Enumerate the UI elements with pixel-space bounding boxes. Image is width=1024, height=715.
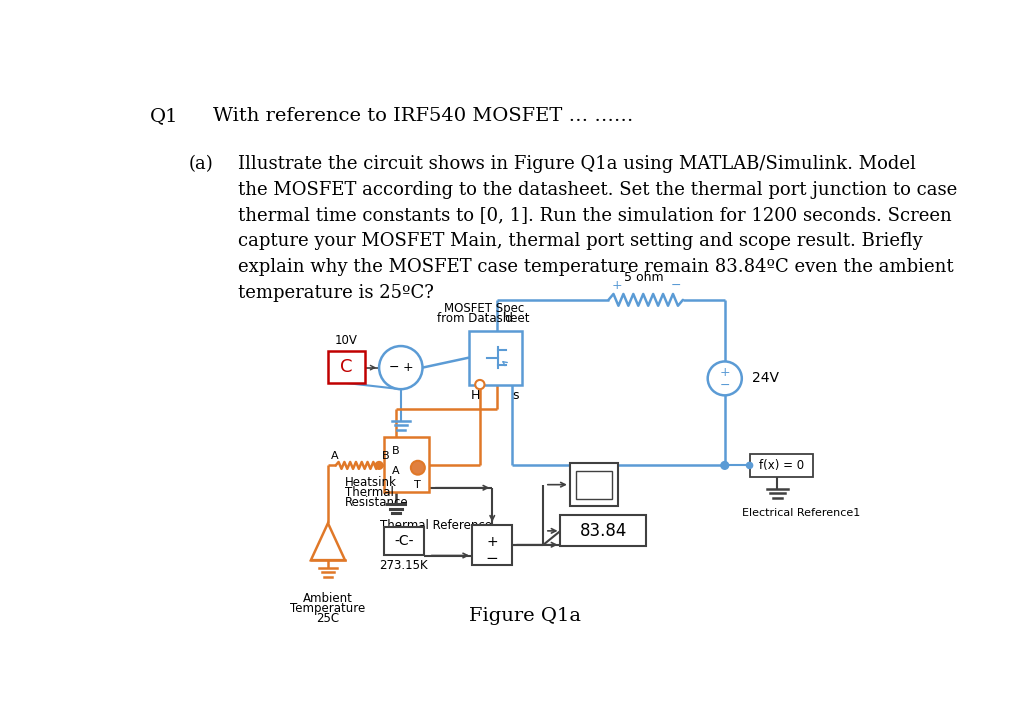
Text: (a): (a) — [188, 155, 213, 173]
Text: from Datasheet: from Datasheet — [437, 312, 530, 325]
Text: With reference to IRF540 MOSFET … ……: With reference to IRF540 MOSFET … …… — [213, 107, 634, 125]
Bar — [328, 350, 366, 383]
Text: A: A — [331, 450, 339, 460]
Text: +: + — [720, 366, 730, 379]
Polygon shape — [311, 523, 345, 560]
Text: +: + — [486, 536, 498, 550]
Text: f(x) = 0: f(x) = 0 — [759, 459, 804, 472]
Text: 10V: 10V — [335, 334, 358, 347]
Text: 273.15K: 273.15K — [380, 558, 428, 571]
Text: B: B — [392, 446, 400, 456]
Bar — [750, 454, 813, 477]
Text: 24V: 24V — [752, 371, 779, 385]
Bar — [384, 437, 429, 493]
Bar — [384, 527, 424, 555]
Text: Figure Q1a: Figure Q1a — [469, 607, 581, 625]
Text: Electrical Reference1: Electrical Reference1 — [741, 508, 860, 518]
Text: Q1: Q1 — [150, 107, 178, 125]
Circle shape — [708, 362, 741, 395]
Text: Resistance: Resistance — [345, 496, 409, 509]
Text: 5 ohm: 5 ohm — [624, 272, 664, 285]
Text: Illustrate the circuit shows in Figure Q1a using MATLAB/Simulink. Model
the MOSF: Illustrate the circuit shows in Figure Q… — [238, 155, 957, 302]
Circle shape — [746, 463, 753, 468]
Text: C: C — [340, 358, 353, 376]
Text: A: A — [392, 466, 400, 476]
Text: −: − — [671, 279, 681, 292]
Text: -C-: -C- — [394, 534, 414, 548]
Text: −: − — [485, 551, 499, 566]
Text: 25C: 25C — [316, 613, 340, 626]
Text: −: − — [720, 379, 730, 392]
Text: Temperature: Temperature — [291, 603, 366, 616]
Text: Thermal: Thermal — [345, 486, 394, 499]
Bar — [472, 525, 512, 565]
Text: Thermal Reference: Thermal Reference — [381, 518, 493, 531]
Text: T: T — [415, 480, 421, 490]
Text: Ambient: Ambient — [303, 593, 353, 606]
Text: B: B — [382, 450, 390, 460]
Text: MOSFET Spec: MOSFET Spec — [443, 302, 524, 315]
Bar — [569, 463, 617, 506]
Circle shape — [379, 346, 423, 389]
Circle shape — [475, 380, 484, 389]
Circle shape — [411, 460, 425, 475]
Bar — [575, 470, 611, 498]
Text: +: + — [611, 279, 623, 292]
Text: d: d — [505, 312, 513, 325]
Text: H: H — [470, 389, 480, 402]
Bar — [469, 330, 521, 385]
Text: +: + — [402, 361, 413, 374]
Text: s: s — [512, 389, 519, 402]
Circle shape — [375, 462, 383, 469]
Text: −: − — [388, 361, 399, 374]
Text: 83.84: 83.84 — [580, 522, 627, 540]
Text: Heatsink: Heatsink — [345, 476, 397, 489]
Bar — [560, 516, 646, 546]
Circle shape — [721, 462, 729, 469]
